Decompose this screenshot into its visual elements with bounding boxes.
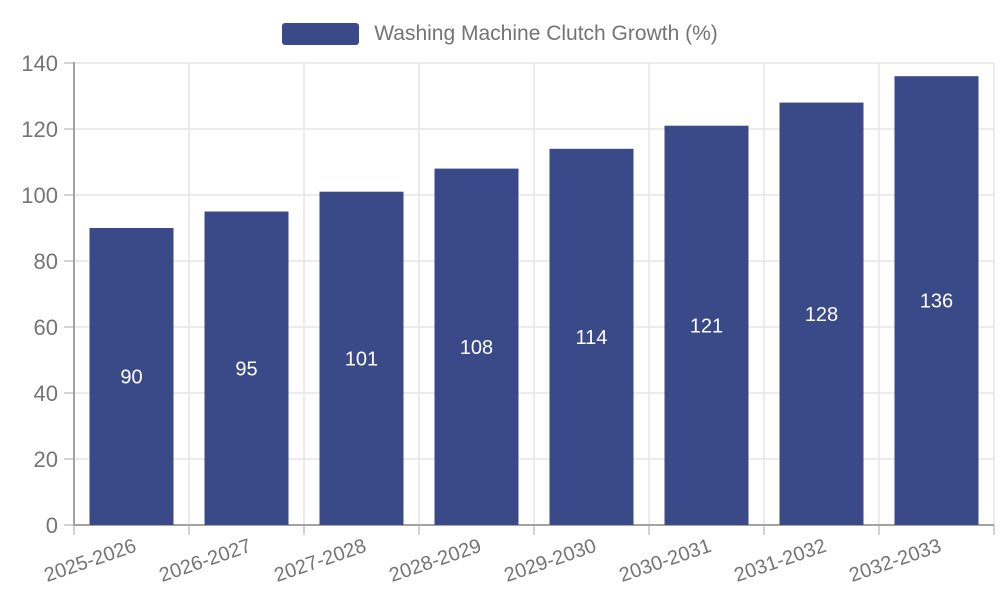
legend-item[interactable]: Washing Machine Clutch Growth (%) <box>0 21 1000 47</box>
bar-value-label: 128 <box>805 304 838 326</box>
x-tick-label: 2028-2029 <box>387 535 485 587</box>
bar-value-label: 108 <box>460 337 493 359</box>
bar-value-label: 121 <box>690 315 723 337</box>
bar[interactable] <box>89 228 174 525</box>
bar-value-label: 136 <box>920 291 953 313</box>
bar-value-label: 95 <box>235 358 257 380</box>
legend-label: Washing Machine Clutch Growth (%) <box>374 22 718 45</box>
y-tick-label: 40 <box>34 381 58 406</box>
y-tick-label: 80 <box>34 249 58 274</box>
bar[interactable] <box>434 168 519 525</box>
bar[interactable] <box>549 148 634 526</box>
x-tick-label: 2031-2032 <box>732 535 830 587</box>
bar[interactable] <box>664 125 749 525</box>
x-tick-label: 2030-2031 <box>617 535 715 587</box>
y-tick-label: 100 <box>21 183 58 208</box>
x-tick-label: 2025-2026 <box>42 535 140 587</box>
x-tick-label: 2026-2027 <box>157 535 255 587</box>
x-tick-label: 2027-2028 <box>272 535 370 587</box>
bar[interactable] <box>204 211 289 526</box>
y-tick-label: 0 <box>46 513 58 538</box>
legend-swatch <box>282 23 360 45</box>
bar[interactable] <box>894 76 979 525</box>
y-tick-label: 60 <box>34 315 58 340</box>
y-tick-label: 20 <box>34 447 58 472</box>
x-tick-label: 2029-2030 <box>502 535 600 587</box>
bar-value-label: 114 <box>576 327 608 349</box>
y-tick-label: 140 <box>21 51 58 76</box>
y-tick-label: 120 <box>21 117 58 142</box>
bar-value-label: 90 <box>120 367 142 389</box>
bar-value-label: 101 <box>345 348 378 370</box>
bar[interactable] <box>319 191 404 525</box>
bar[interactable] <box>779 102 864 525</box>
x-tick-label: 2032-2033 <box>847 535 945 587</box>
